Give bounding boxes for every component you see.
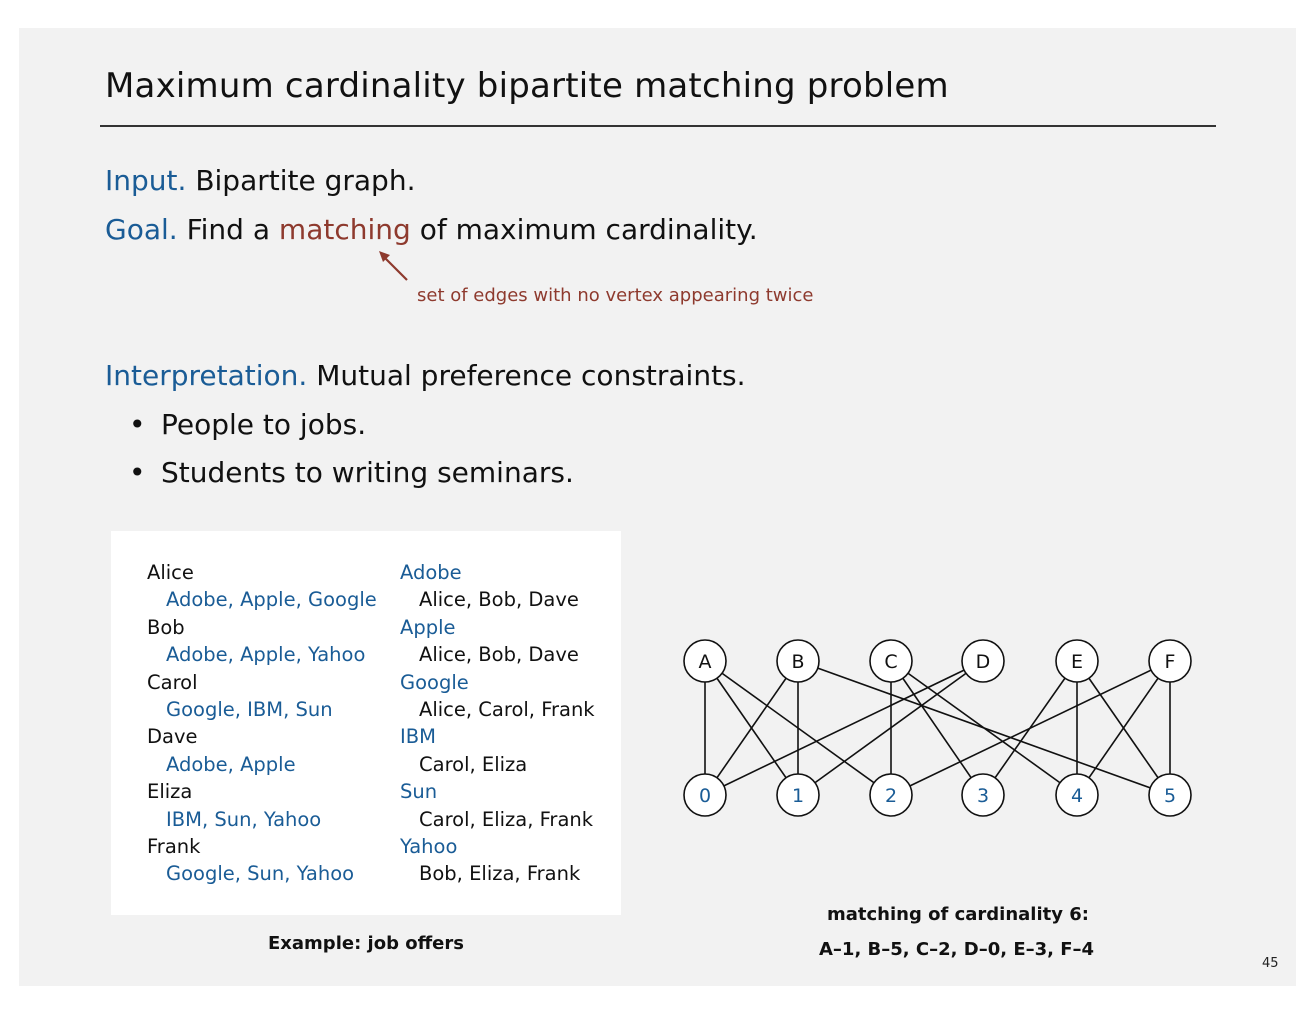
bullet-item: People to jobs. — [161, 408, 367, 441]
person-prefs: Adobe, Apple — [166, 752, 296, 776]
graph-node-label-4: 4 — [1071, 785, 1083, 807]
person-name: Eliza — [147, 780, 193, 804]
matching-note: set of edges with no vertex appearing tw… — [417, 285, 814, 306]
graph-node-label-B: B — [791, 651, 804, 673]
goal-line: Goal. Find a matching of maximum cardina… — [105, 213, 758, 246]
company-prefs: Carol, Eliza — [419, 752, 528, 776]
graph-node-B — [776, 639, 820, 683]
person-prefs: Google, IBM, Sun — [166, 698, 333, 722]
graph-node-label-A: A — [699, 651, 712, 673]
graph-node-label-5: 5 — [1164, 785, 1176, 807]
graph-node-2 — [869, 773, 913, 817]
graph-node-E — [1055, 639, 1099, 683]
graph-edge-F-2 — [890, 660, 1171, 796]
title-divider — [100, 125, 1216, 127]
page-number: 45 — [1262, 956, 1279, 971]
person-name: Alice — [147, 561, 194, 584]
bullet-dot-icon: • — [129, 456, 146, 489]
input-label: Input. — [105, 164, 187, 197]
matching-caption-line1: matching of cardinality 6: — [827, 904, 1089, 925]
graph-node-label-D: D — [976, 651, 991, 673]
company-prefs: Alice, Bob, Dave — [419, 643, 579, 667]
graph-node-C — [869, 639, 913, 683]
graph-node-D — [961, 639, 1005, 683]
person-prefs: IBM, Sun, Yahoo — [166, 807, 322, 831]
graph-node-4 — [1055, 773, 1099, 817]
company-prefs: Alice, Bob, Dave — [419, 588, 579, 612]
people-column: Alice Adobe, Apple, Google Bob Adobe, Ap… — [147, 559, 377, 888]
company-name: Sun — [400, 780, 438, 804]
company-name: Yahoo — [400, 835, 458, 859]
slide: Maximum cardinality bipartite matching p… — [19, 28, 1296, 986]
graph-node-label-0: 0 — [699, 785, 711, 807]
graph-node-F — [1148, 639, 1192, 683]
person-prefs: Adobe, Apple, Google — [166, 588, 377, 612]
goal-pre-text: Find a — [186, 213, 271, 246]
graph-node-label-2: 2 — [885, 785, 897, 807]
example-caption: Example: job offers — [268, 933, 464, 954]
person-name: Bob — [147, 615, 185, 639]
matching-term: matching — [278, 213, 411, 246]
graph-node-label-C: C — [884, 651, 897, 673]
person-prefs: Google, Sun, Yahoo — [166, 862, 355, 886]
company-prefs: Alice, Carol, Frank — [419, 698, 595, 722]
company-name: Apple — [400, 615, 456, 639]
annotation-arrow-icon — [379, 251, 408, 281]
person-name: Dave — [147, 725, 198, 749]
bullet-dot-icon: • — [129, 408, 146, 441]
graph-edge-D-1 — [797, 660, 984, 796]
graph-edge-C-3 — [890, 660, 984, 796]
graph-node-label-1: 1 — [792, 785, 804, 807]
goal-post-text: of maximum cardinality. — [419, 213, 758, 246]
slide-title: Maximum cardinality bipartite matching p… — [105, 66, 949, 106]
graph-edge-F-4 — [1076, 660, 1171, 796]
company-prefs: Bob, Eliza, Frank — [419, 862, 581, 886]
example-panel: Alice Adobe, Apple, Google Bob Adobe, Ap… — [111, 531, 621, 915]
interpretation-label: Interpretation. — [105, 359, 308, 392]
interpretation-text: Mutual preference constraints. — [316, 359, 746, 392]
person-prefs: Adobe, Apple, Yahoo — [166, 643, 366, 667]
company-name: IBM — [400, 725, 436, 749]
company-name: Adobe — [400, 561, 462, 584]
company-prefs: Carol, Eliza, Frank — [419, 807, 594, 831]
interpretation-line: Interpretation. Mutual preference constr… — [105, 359, 746, 392]
input-text: Bipartite graph. — [195, 164, 416, 197]
goal-label: Goal. — [105, 213, 178, 246]
graph-node-label-E: E — [1071, 651, 1083, 673]
graph-node-label-3: 3 — [977, 785, 989, 807]
input-line: Input. Bipartite graph. — [105, 164, 415, 197]
graph-edge-C-4 — [890, 660, 1078, 796]
bipartite-graph: A B C D E F 0 1 2 3 4 5 — [683, 639, 1192, 817]
bullet-item: Students to writing seminars. — [161, 456, 574, 489]
person-name: Carol — [147, 670, 198, 694]
graph-node-0 — [683, 773, 727, 817]
person-name: Frank — [147, 835, 201, 859]
graph-node-label-F: F — [1165, 651, 1176, 673]
graph-edge-B-0 — [704, 660, 799, 796]
graph-node-1 — [776, 773, 820, 817]
matching-caption-line2: A–1, B–5, C–2, D–0, E–3, F–4 — [819, 939, 1095, 960]
graph-edge-D-0 — [704, 660, 984, 796]
companies-column: Adobe Alice, Bob, Dave Apple Alice, Bob,… — [400, 559, 595, 888]
graph-node-3 — [961, 773, 1005, 817]
company-name: Google — [400, 670, 469, 694]
graph-node-A — [683, 639, 727, 683]
graph-node-5 — [1148, 773, 1192, 817]
